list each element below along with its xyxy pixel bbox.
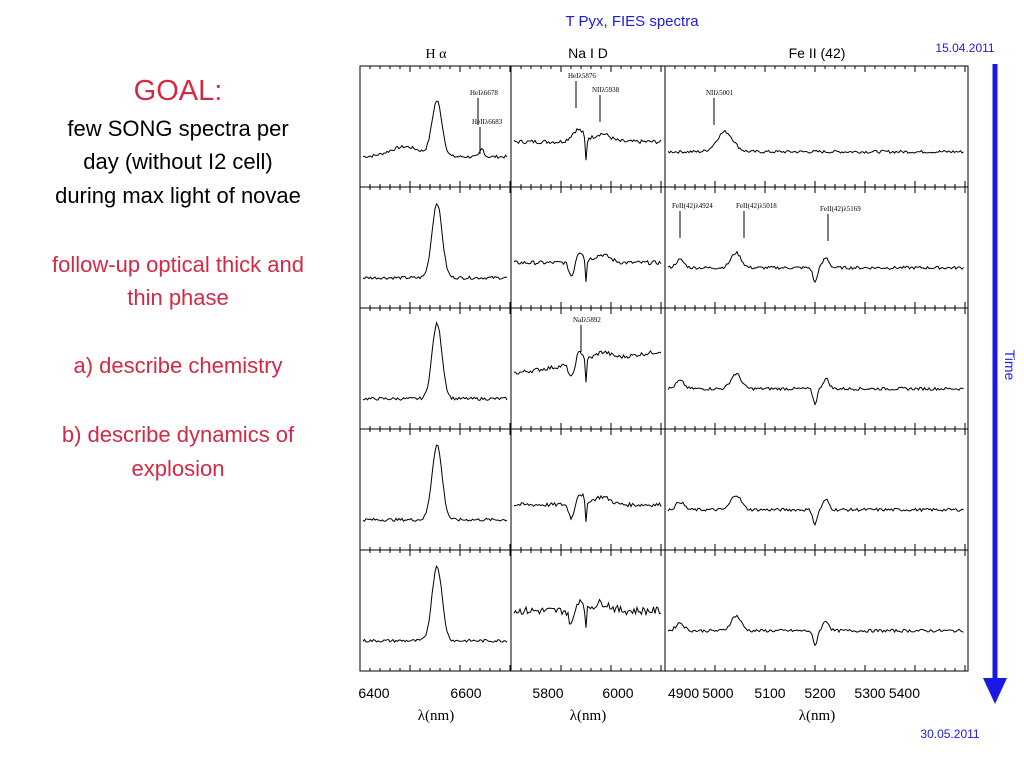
spectrum <box>362 100 508 159</box>
point: b) describe dynamics of <box>62 422 295 447</box>
annotation: HeIλ6678 <box>470 89 498 97</box>
start-date: 15.04.2011 <box>935 41 994 55</box>
spectrum <box>667 129 964 154</box>
tick-label: 5000 <box>702 685 733 701</box>
title: T Pyx, FIES spectra <box>565 13 699 30</box>
tick-label: 6400 <box>358 685 389 701</box>
axis-label: λ(nm) <box>570 708 606 724</box>
spectrum <box>667 250 964 284</box>
panel <box>359 65 512 188</box>
annotation: FeII(42)λ5169 <box>820 205 861 213</box>
time-label: Time <box>1002 350 1018 381</box>
point: follow-up optical thick and <box>52 252 304 277</box>
spectrum <box>362 202 508 281</box>
point: explosion <box>132 456 225 481</box>
annotation: NaIλ5892 <box>573 316 601 324</box>
panel <box>510 186 666 309</box>
panel <box>664 428 969 551</box>
annotation: NIIλ5001 <box>706 89 734 97</box>
panel <box>664 549 969 672</box>
spectrum <box>513 252 662 282</box>
panel <box>510 65 666 188</box>
spectrum <box>362 444 508 522</box>
spectrum <box>362 321 508 401</box>
goal-line: during max light of novae <box>55 183 301 208</box>
tick-label: 6600 <box>450 685 481 701</box>
panel <box>510 428 666 551</box>
tick-label: 4900 <box>668 685 699 701</box>
annotation: FeII(42)λ4924 <box>672 202 713 210</box>
annotation: HeIIλ6683 <box>472 118 503 126</box>
axis-label: λ(nm) <box>799 708 835 724</box>
tick-label: 6000 <box>602 685 633 701</box>
tick-label: 5300 <box>854 685 885 701</box>
tick-label: 5100 <box>754 685 785 701</box>
tick-label: 5200 <box>804 685 835 701</box>
spectrum <box>667 495 964 527</box>
arrow-head <box>983 678 1007 704</box>
spectrum <box>362 565 508 643</box>
panel <box>510 307 666 430</box>
goal-line: few SONG spectra per <box>67 116 288 141</box>
annotation: HeIλ5876 <box>568 72 596 80</box>
spectrum <box>513 492 662 522</box>
spectrum <box>513 598 662 628</box>
panel <box>359 186 512 309</box>
annotation: FeII(42)λ5018 <box>736 202 777 210</box>
column-header: H α <box>426 47 448 62</box>
panel <box>664 65 969 188</box>
end-date: 30.05.2011 <box>920 727 979 741</box>
point: thin phase <box>127 285 229 310</box>
axis-label: λ(nm) <box>418 708 454 724</box>
panel <box>664 307 969 430</box>
tick-label: 5400 <box>889 685 920 701</box>
goal-heading: GOAL: <box>134 75 223 107</box>
annotation: NIIλ5938 <box>592 86 620 94</box>
point: a) describe chemistry <box>73 353 282 378</box>
panel <box>359 428 512 551</box>
goal-line: day (without I2 cell) <box>83 149 273 174</box>
spectrum <box>667 372 964 406</box>
spectrum <box>513 349 662 383</box>
tick-label: 5800 <box>532 685 563 701</box>
spectrum <box>667 614 964 647</box>
column-header: Na I D <box>568 45 608 61</box>
column-header: Fe II (42) <box>789 45 846 61</box>
spectrum <box>513 128 662 161</box>
